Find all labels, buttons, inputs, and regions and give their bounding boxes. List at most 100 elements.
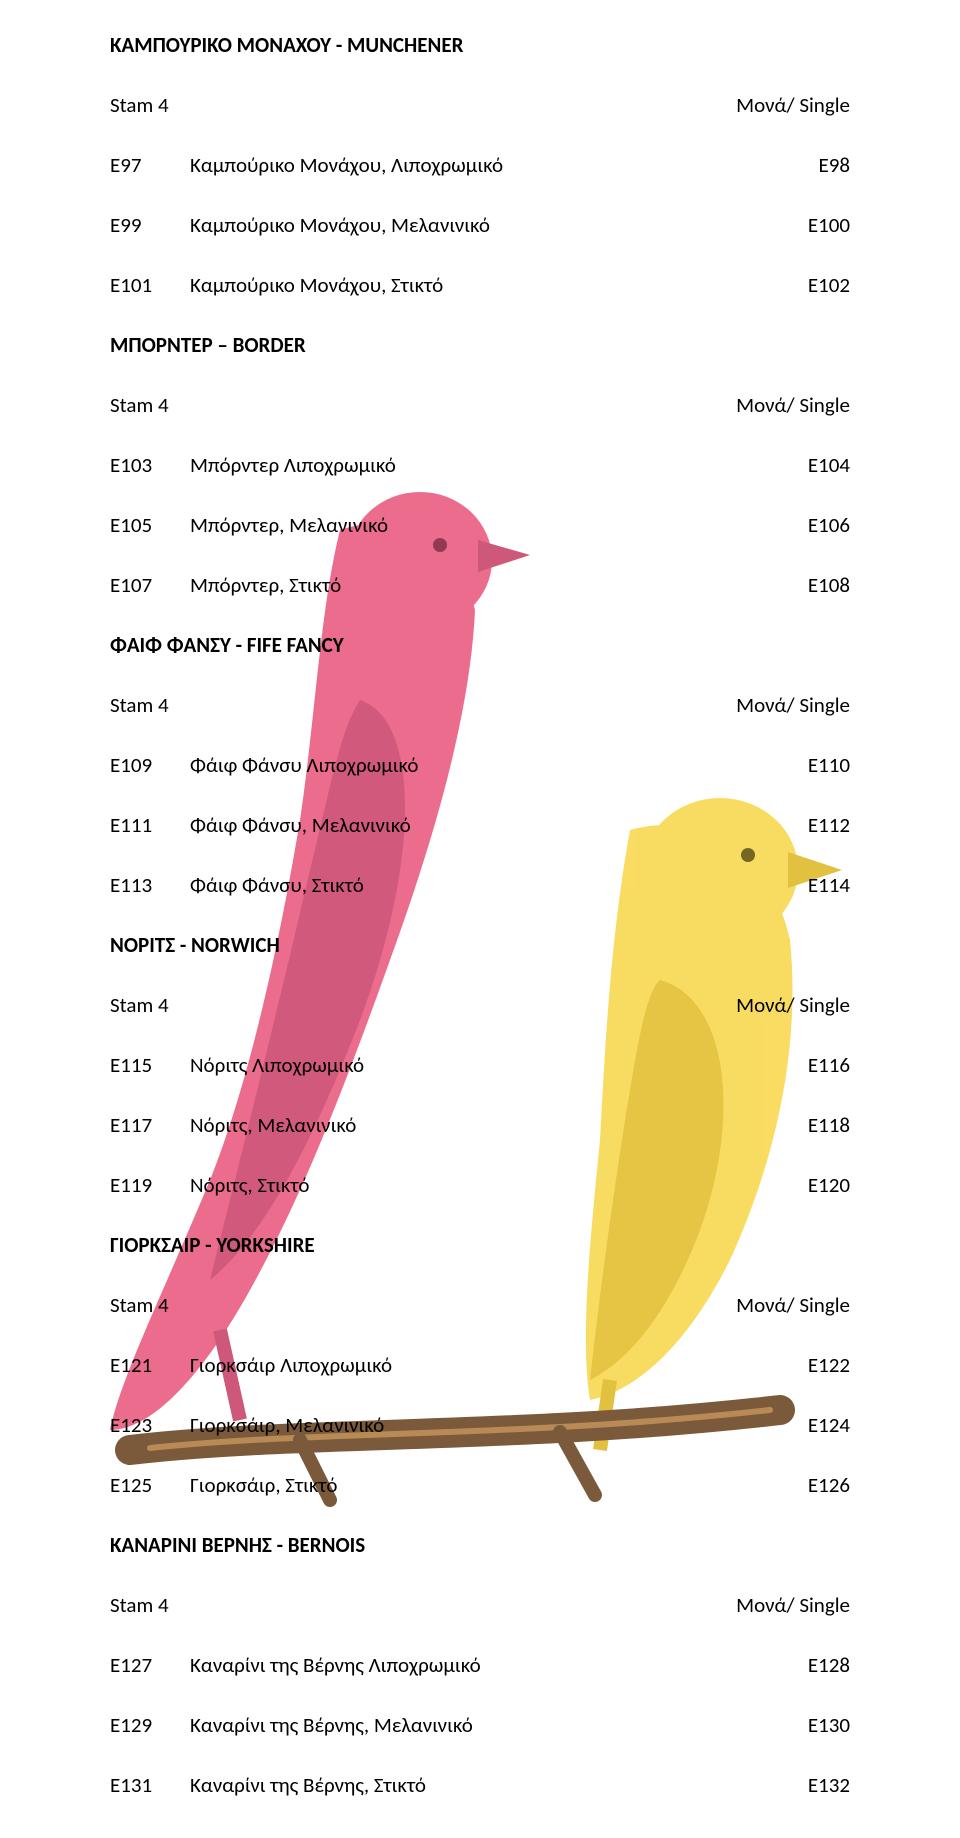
data-row: E129Καναρίνι της Βέρνης, ΜελανινικόE130 [110, 1712, 850, 1738]
row-label: Μπόρντερ Λιποχρωμικό [190, 452, 710, 478]
row-label: Μπόρντερ, Μελανινικό [190, 512, 710, 538]
data-row: E125 Γιορκσάιρ, ΣτικτόE126 [110, 1472, 850, 1498]
stam-label: Stam 4 [110, 1292, 169, 1318]
row-label: Καμπούρικο Μονάχου, Στικτό [190, 272, 710, 298]
row-label: Φάιφ Φάνσυ, Στικτό [190, 872, 710, 898]
row-label: Γιορκσάιρ, Μελανινικό [190, 1412, 710, 1438]
column-header-row: Stam 4 Μονά/ Single [110, 92, 850, 118]
right-code: E124 [710, 1412, 850, 1438]
row-left: E111 Φάιφ Φάνσυ, Μελανινικό [110, 812, 710, 838]
right-code: E116 [710, 1052, 850, 1078]
column-header-row: Stam 4Μονά/ Single [110, 1592, 850, 1618]
right-code: E112 [710, 812, 850, 838]
stam-label: Stam 4 [110, 392, 169, 418]
section-title: ΚΑΝΑΡΙΝΙ ΒΕΡΝΗΣ - BERNOIS [110, 1532, 850, 1558]
row-left: E113 Φάιφ Φάνσυ, Στικτό [110, 872, 710, 898]
row-left: E121 Γιορκσάιρ Λιποχρωμικό [110, 1352, 710, 1378]
column-header-row: Stam 4 Μονά/ Single [110, 1292, 850, 1318]
data-row: E117Νόριτς, ΜελανινικόE118 [110, 1112, 850, 1138]
row-label: Καναρίνι της Βέρνης, Μελανινικό [190, 1712, 710, 1738]
stam-label: Stam 4 [110, 992, 169, 1018]
mona-label: Μονά/ Single [736, 692, 850, 718]
left-code: E119 [110, 1172, 166, 1198]
row-label: Καμπούρικο Μονάχου, Λιποχρωμικό [190, 152, 710, 178]
stam-label: Stam 4 [110, 92, 169, 118]
column-header-row: Stam 4 Μονά/ Single [110, 692, 850, 718]
data-row: E121Γιορκσάιρ ΛιποχρωμικόE122 [110, 1352, 850, 1378]
row-left: E109 Φάιφ Φάνσυ Λιποχρωμικό [110, 752, 710, 778]
mona-label: Μονά/ Single [736, 392, 850, 418]
left-code: E125 [110, 1472, 166, 1498]
section-title: ΝΟΡΙΤΣ - NORWICH [110, 932, 850, 958]
right-code: E118 [710, 1112, 850, 1138]
left-code: E97 [110, 152, 166, 178]
row-left: E127 Καναρίνι της Βέρνης Λιποχρωμικό [110, 1652, 710, 1678]
row-left: E101Καμπούρικο Μονάχου, Στικτό [110, 272, 710, 298]
left-code: E105 [110, 512, 166, 538]
column-header-row: Stam 4 Μονά/ Single [110, 992, 850, 1018]
right-code: E100 [710, 212, 850, 238]
stam-label: Stam 4 [110, 1592, 169, 1618]
section-title: ΜΠΟΡΝΤΕΡ – BORDER [110, 332, 850, 358]
left-code: E113 [110, 872, 166, 898]
right-code: E110 [710, 752, 850, 778]
row-left: E117Νόριτς, Μελανινικό [110, 1112, 710, 1138]
left-code: E111 [110, 812, 166, 838]
row-left: E115Νόριτς Λιποχρωμικό [110, 1052, 710, 1078]
left-code: E117 [110, 1112, 166, 1138]
mona-label: Μονά/ Single [736, 92, 850, 118]
stam-label: Stam 4 [110, 692, 169, 718]
right-code: E114 [710, 872, 850, 898]
row-label: Φάιφ Φάνσυ Λιποχρωμικό [190, 752, 710, 778]
data-row: E113 Φάιφ Φάνσυ, ΣτικτόE114 [110, 872, 850, 898]
row-left: E105 Μπόρντερ, Μελανινικό [110, 512, 710, 538]
section-title: ΦΑΙΦ ΦΑΝΣΥ - FIFE FANCY [110, 632, 850, 658]
column-header-row: Stam 4 Μονά/ Single [110, 392, 850, 418]
right-code: E104 [710, 452, 850, 478]
row-left: E103 Μπόρντερ Λιποχρωμικό [110, 452, 710, 478]
row-label: Φάιφ Φάνσυ, Μελανινικό [190, 812, 710, 838]
row-label: Μπόρντερ, Στικτό [190, 572, 710, 598]
mona-label: Μονά/ Single [736, 992, 850, 1018]
left-code: E127 [110, 1652, 166, 1678]
right-code: E130 [710, 1712, 850, 1738]
left-code: E131 [110, 1772, 166, 1798]
section-title: ΓΙΟΡΚΣΑΙΡ - YORKSHIRE [110, 1232, 850, 1258]
right-code: E126 [710, 1472, 850, 1498]
right-code: E128 [710, 1652, 850, 1678]
row-label: Γιορκσάιρ, Στικτό [190, 1472, 710, 1498]
data-row: E127 Καναρίνι της Βέρνης ΛιποχρωμικόE128 [110, 1652, 850, 1678]
left-code: E121 [110, 1352, 166, 1378]
row-left: E107 Μπόρντερ, Στικτό [110, 572, 710, 598]
right-code: E106 [710, 512, 850, 538]
data-row: E107 Μπόρντερ, ΣτικτόE108 [110, 572, 850, 598]
row-left: E119 Νόριτς, Στικτό [110, 1172, 710, 1198]
data-row: E131 Καναρίνι της Βέρνης, ΣτικτόE132 [110, 1772, 850, 1798]
right-code: E102 [710, 272, 850, 298]
row-left: E123 Γιορκσάιρ, Μελανινικό [110, 1412, 710, 1438]
row-label: Γιορκσάιρ Λιποχρωμικό [190, 1352, 710, 1378]
right-code: E132 [710, 1772, 850, 1798]
data-row: E101Καμπούρικο Μονάχου, ΣτικτόE102 [110, 272, 850, 298]
data-row: E123 Γιορκσάιρ, ΜελανινικόE124 [110, 1412, 850, 1438]
left-code: E109 [110, 752, 166, 778]
mona-label: Μονά/ Single [736, 1292, 850, 1318]
right-code: E120 [710, 1172, 850, 1198]
row-left: E99 Καμπούρικο Μονάχου, Μελανινικό [110, 212, 710, 238]
left-code: E107 [110, 572, 166, 598]
document-content: ΚΑΜΠΟΥΡΙΚΟ ΜΟΝΑΧΟΥ - MUNCHENERStam 4Μονά… [0, 0, 960, 1838]
left-code: E103 [110, 452, 166, 478]
right-code: E108 [710, 572, 850, 598]
row-left: E131 Καναρίνι της Βέρνης, Στικτό [110, 1772, 710, 1798]
row-label: Καναρίνι της Βέρνης Λιποχρωμικό [190, 1652, 710, 1678]
row-label: Νόριτς, Στικτό [190, 1172, 710, 1198]
data-row: E105 Μπόρντερ, ΜελανινικόE106 [110, 512, 850, 538]
left-code: E123 [110, 1412, 166, 1438]
right-code: E98 [710, 152, 850, 178]
data-row: E111 Φάιφ Φάνσυ, ΜελανινικόE112 [110, 812, 850, 838]
row-label: Καναρίνι της Βέρνης, Στικτό [190, 1772, 710, 1798]
data-row: E99 Καμπούρικο Μονάχου, ΜελανινικόE100 [110, 212, 850, 238]
left-code: E115 [110, 1052, 166, 1078]
left-code: E99 [110, 212, 166, 238]
row-label: Καμπούρικο Μονάχου, Μελανινικό [190, 212, 710, 238]
